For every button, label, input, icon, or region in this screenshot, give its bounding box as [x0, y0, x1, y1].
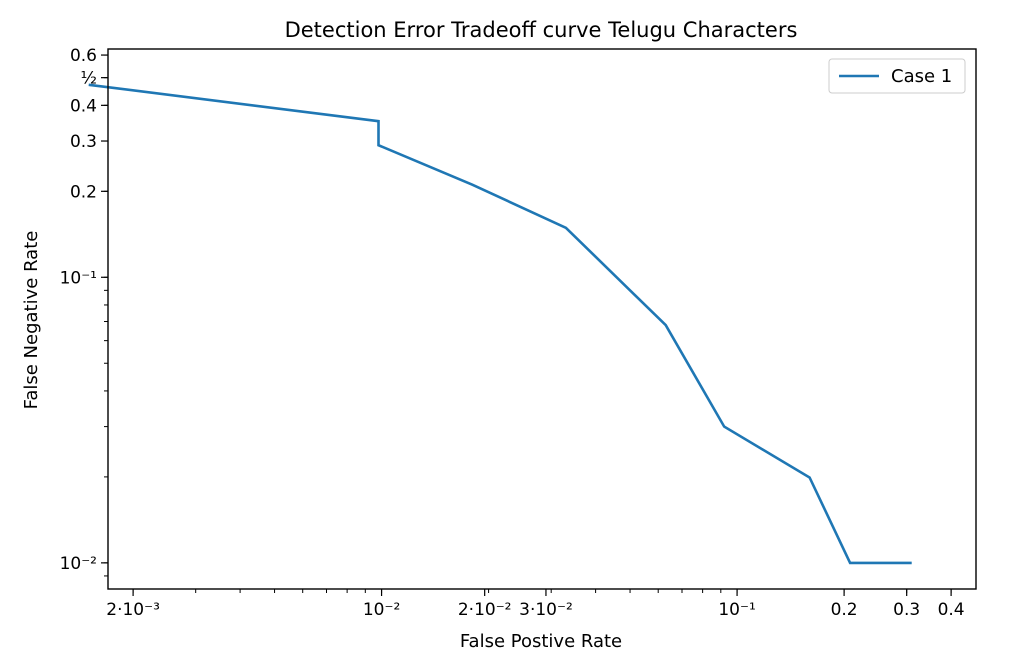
y-tick-label: 0.3 [70, 132, 97, 152]
x-tick-label: 2·10⁻² [458, 600, 512, 620]
y-tick-label: ½ [81, 69, 97, 89]
x-tick-label: 10⁻² [363, 600, 400, 620]
legend-box [828, 58, 966, 94]
x-axis-label: False Postive Rate [460, 631, 622, 652]
x-tick-label: 3·10⁻² [519, 600, 573, 620]
series-line-1 [88, 83, 912, 565]
legend: Case 1 [828, 58, 966, 94]
y-tick-label: 0.6 [70, 46, 97, 66]
y-tick-label: 10⁻² [60, 554, 97, 574]
chart-title: Detection Error Tradeoff curve Telugu Ch… [285, 18, 798, 42]
x-tick-label: 10⁻¹ [718, 600, 755, 620]
x-tick-label: 2·10⁻³ [106, 600, 160, 620]
plot-frame [107, 48, 977, 590]
x-tick-label: 0.3 [893, 600, 920, 620]
y-ticks: 10⁻² 10⁻¹ 0.2 0.3 0.4 ½ 0.6 [60, 46, 108, 574]
x-ticks: 2·10⁻³ 10⁻² 2·10⁻² 3·10⁻² 10⁻¹ 0.2 0.3 0.4 [106, 589, 965, 620]
x-tick-label: 0.4 [938, 600, 965, 620]
y-axis-label: False Negative Rate [21, 231, 42, 410]
minor-ticks [104, 54, 952, 593]
x-tick-label: 0.2 [831, 600, 858, 620]
series-layer [88, 83, 912, 565]
y-tick-label: 0.4 [70, 96, 97, 116]
y-tick-label: 0.2 [70, 182, 97, 202]
legend-label: Case 1 [891, 66, 952, 87]
y-tick-label: 10⁻¹ [60, 268, 97, 288]
